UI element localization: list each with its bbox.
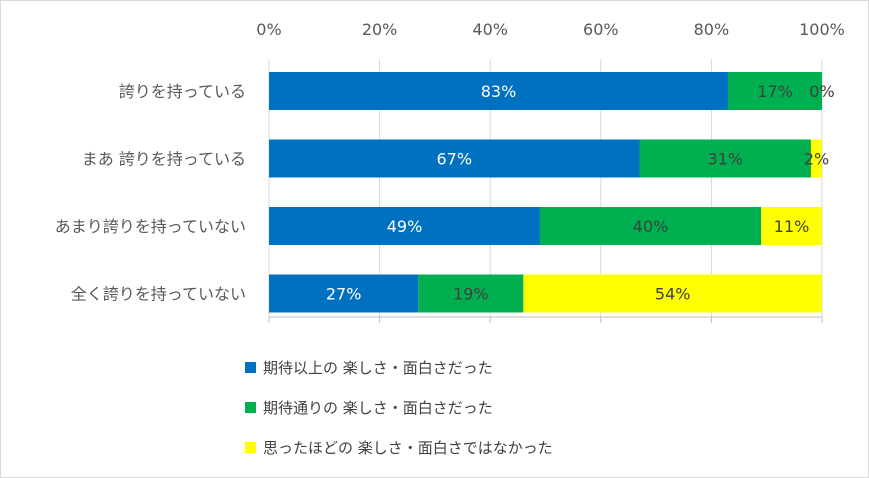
category-label: まあ 誇りを持っている [82, 150, 246, 169]
legend-item-series-3: 思ったほどの 楽しさ・面白さではなかった [245, 437, 553, 457]
data-label: 27% [326, 285, 362, 304]
bar-segment [418, 274, 524, 313]
bar-segment [269, 274, 419, 313]
data-label: 83% [481, 82, 517, 101]
legend-swatch-series-3 [245, 441, 256, 453]
stacked-bar-chart: 0% 20% 40% 60% 80% 100% 誇りを持っている 83% 17% 0% まあ 誇りを… [55, 20, 845, 323]
category-label: 全く誇りを持っていない [71, 285, 246, 304]
legend-label-series-3: 思ったほどの 楽しさ・面白さではなかった [263, 438, 553, 457]
x-tick-label: 100% [799, 20, 845, 39]
legend-item-series-2: 期待通りの 楽しさ・面白さだった [245, 397, 553, 417]
data-label: 67% [436, 150, 472, 169]
bar-segment [639, 139, 811, 178]
data-label: 0% [809, 82, 834, 101]
x-tick-label: 20% [362, 20, 398, 39]
data-label: 17% [757, 82, 793, 101]
category-label: あまり誇りを持っていない [55, 217, 246, 236]
bar-segment [761, 207, 822, 245]
data-label: 11% [774, 217, 810, 236]
legend-swatch-series-1 [245, 361, 256, 373]
bar-segment [269, 207, 540, 245]
data-label: 19% [453, 285, 489, 304]
bar-segment [523, 274, 822, 313]
bar-segment [810, 139, 822, 178]
data-label: 31% [707, 150, 743, 169]
legend-item-series-1: 期待以上の 楽しさ・面白さだった [245, 357, 553, 377]
bar-segment [269, 139, 640, 178]
x-tick-label: 80% [694, 20, 730, 39]
data-label: 49% [387, 217, 423, 236]
legend-label-series-1: 期待以上の 楽しさ・面白さだった [263, 358, 493, 377]
bar-segment [269, 72, 728, 110]
data-label: 54% [655, 285, 691, 304]
data-label: 2% [804, 150, 829, 169]
category-label: 誇りを持っている [119, 82, 246, 101]
x-tick-label: 60% [583, 20, 619, 39]
bar-segment [727, 72, 822, 110]
legend-swatch-series-2 [245, 401, 256, 413]
legend-label-series-2: 期待通りの 楽しさ・面白さだった [263, 398, 493, 417]
legend: 期待以上の 楽しさ・面白さだった 期待通りの 楽しさ・面白さだった 思ったほどの… [245, 357, 553, 477]
data-label: 40% [633, 217, 669, 236]
x-tick-label: 40% [472, 20, 508, 39]
bar-segment [539, 207, 762, 245]
x-tick-label: 0% [256, 20, 281, 39]
